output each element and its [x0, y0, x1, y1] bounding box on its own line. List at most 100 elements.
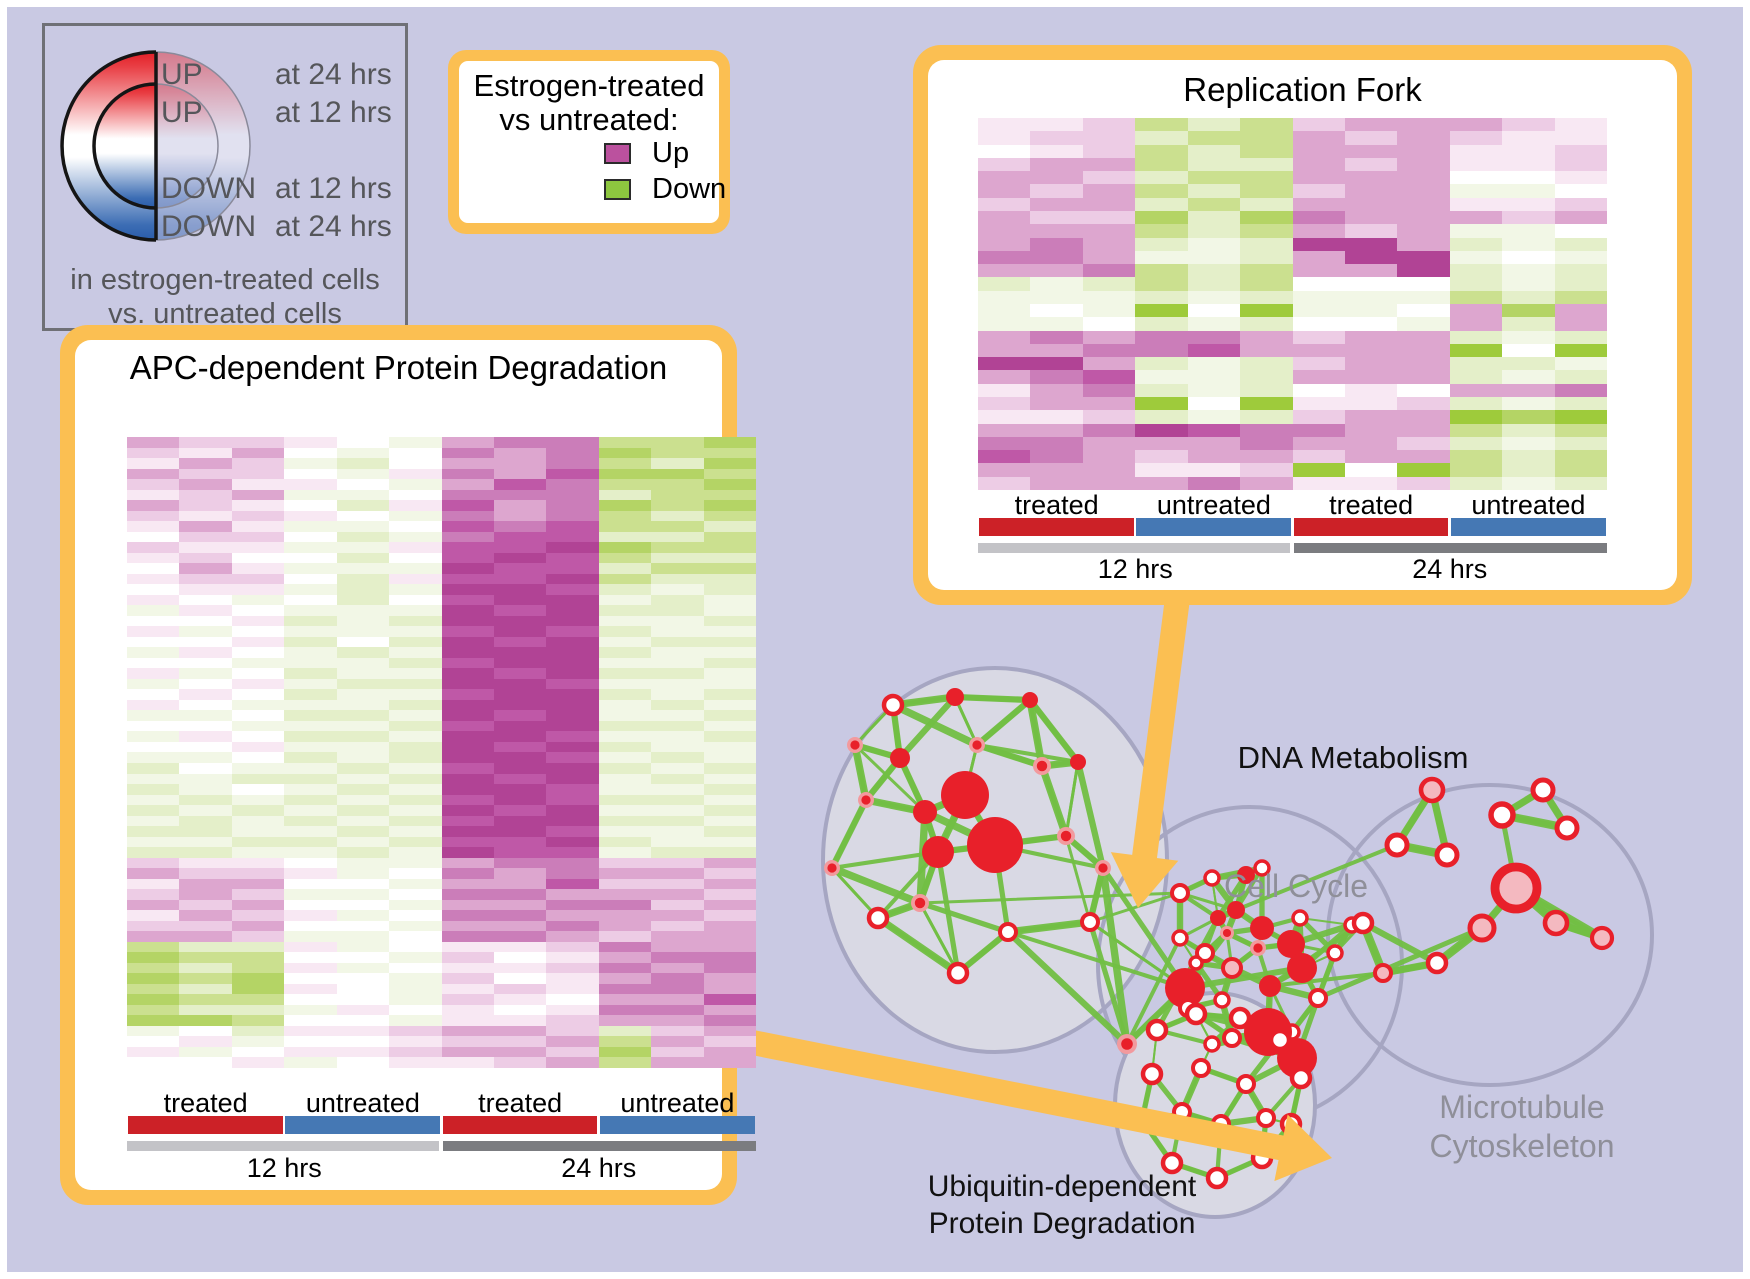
heatmap-cell: [598, 741, 652, 753]
heatmap-cell: [389, 857, 442, 869]
heatmap-cell: [493, 510, 547, 522]
heatmap-cell: [389, 573, 442, 585]
heatmap-cell: [127, 605, 180, 616]
network-node: [914, 897, 926, 909]
heatmap-cell: [389, 763, 442, 774]
heatmap-cell: [284, 510, 337, 522]
heatmap-cell: [336, 489, 390, 501]
ubiquitin-label-2: Protein Degradation: [929, 1207, 1196, 1240]
heatmap-cell: [546, 678, 599, 690]
heatmap-cell: [546, 805, 599, 816]
heatmap-cell: [231, 458, 285, 469]
heatmap-cell: [284, 763, 337, 774]
heatmap-cell: [231, 1046, 285, 1058]
heatmap-cell: [336, 763, 390, 774]
heatmap-cell: [1554, 410, 1607, 424]
heatmap-cell: [1292, 131, 1345, 145]
heatmap-cell: [441, 594, 494, 606]
heatmap-cell: [598, 584, 652, 595]
heatmap-cell: [127, 510, 180, 522]
heatmap-cell: [1187, 144, 1241, 158]
heatmap-cell: [978, 383, 1031, 397]
24hrs-bar: [442, 1141, 756, 1151]
heatmap-cell: [127, 973, 180, 984]
network-edge: [1005, 919, 1093, 935]
heatmap-cell: [1030, 157, 1083, 172]
heatmap-cell: [493, 1015, 547, 1026]
heatmap-cell: [336, 878, 390, 890]
heatmap-cell: [1554, 436, 1607, 451]
heatmap-cell: [1240, 450, 1293, 464]
heatmap-cell: [389, 784, 442, 795]
heatmap-cell: [127, 941, 180, 953]
heatmap-cell: [1554, 317, 1607, 331]
heatmap-cell: [127, 899, 180, 911]
heatmap-cell: [336, 510, 390, 522]
heatmap-cell: [179, 573, 232, 585]
heatmap-cell: [493, 615, 547, 627]
heatmap-cell: [1502, 343, 1555, 358]
heatmap-cell: [1344, 303, 1398, 318]
heatmap-cell: [493, 458, 547, 469]
heatmap-cell: [441, 994, 494, 1005]
heatmap-cell: [651, 794, 704, 806]
heatmap-cell: [1030, 330, 1083, 344]
heatmap-cell: [598, 826, 652, 837]
heatmap-cell: [336, 1046, 390, 1058]
heatmap-cell: [651, 1036, 704, 1047]
heatmap-cell: [598, 920, 652, 932]
heatmap-cell: [1344, 463, 1398, 477]
heatmap-cell: [389, 720, 442, 732]
heatmap-cell: [1449, 237, 1503, 251]
heatmap-cell: [179, 1025, 232, 1037]
heatmap-cell: [1502, 396, 1555, 411]
heatmap-cell: [127, 889, 180, 900]
heatmap-cell: [389, 531, 442, 543]
heatmap-cell: [389, 678, 442, 690]
heatmap-cell: [179, 447, 232, 459]
heatmap-cell: [703, 584, 756, 595]
heatmap-cell: [389, 836, 442, 848]
heatmap-cell: [1502, 383, 1555, 397]
heatmap-cell: [336, 1015, 390, 1026]
heatmap-cell: [441, 573, 494, 585]
heatmap-cell: [127, 678, 180, 690]
heatmap-cell: [978, 118, 1031, 132]
heatmap-cell: [231, 615, 285, 627]
heatmap-cell: [127, 741, 180, 753]
heatmap-cell: [651, 678, 704, 690]
heatmap-cell: [546, 500, 599, 511]
heatmap-cell: [336, 636, 390, 648]
heatmap-cell: [1344, 131, 1398, 145]
heatmap-cell: [441, 458, 494, 469]
heatmap-cell: [127, 521, 180, 532]
heatmap-cell: [1292, 184, 1345, 198]
heatmap-cell: [598, 773, 652, 785]
heatmap-cell: [598, 699, 652, 711]
heatmap-cell: [651, 1057, 704, 1068]
heatmap-cell: [1187, 290, 1241, 304]
heatmap-cell: [1135, 171, 1188, 185]
heatmap-cell: [284, 552, 337, 564]
heatmap-cell: [1187, 423, 1241, 437]
heatmap-cell: [1187, 476, 1241, 490]
heatmap-cell: [1449, 197, 1503, 211]
heatmap-cell: [703, 847, 756, 858]
heatmap-cell: [336, 689, 390, 700]
heatmap-cell: [546, 689, 599, 700]
heatmap-cell: [441, 952, 494, 963]
heatmap-cell: [127, 1015, 180, 1026]
heatmap-cell: [493, 605, 547, 616]
heatmap-cell: [231, 962, 285, 974]
heatmap-cell: [1030, 463, 1083, 477]
heatmap-cell: [231, 531, 285, 543]
heatmap-cell: [651, 689, 704, 700]
heatmap-cell: [1292, 171, 1345, 185]
heatmap-cell: [1082, 210, 1136, 225]
heatmap-cell: [598, 594, 652, 606]
heatmap-cell: [1187, 450, 1241, 464]
heatmap-cell: [389, 615, 442, 627]
heatmap-cell: [598, 1004, 652, 1016]
heatmap-cell: [1502, 250, 1555, 265]
heatmap-cell: [978, 436, 1031, 451]
